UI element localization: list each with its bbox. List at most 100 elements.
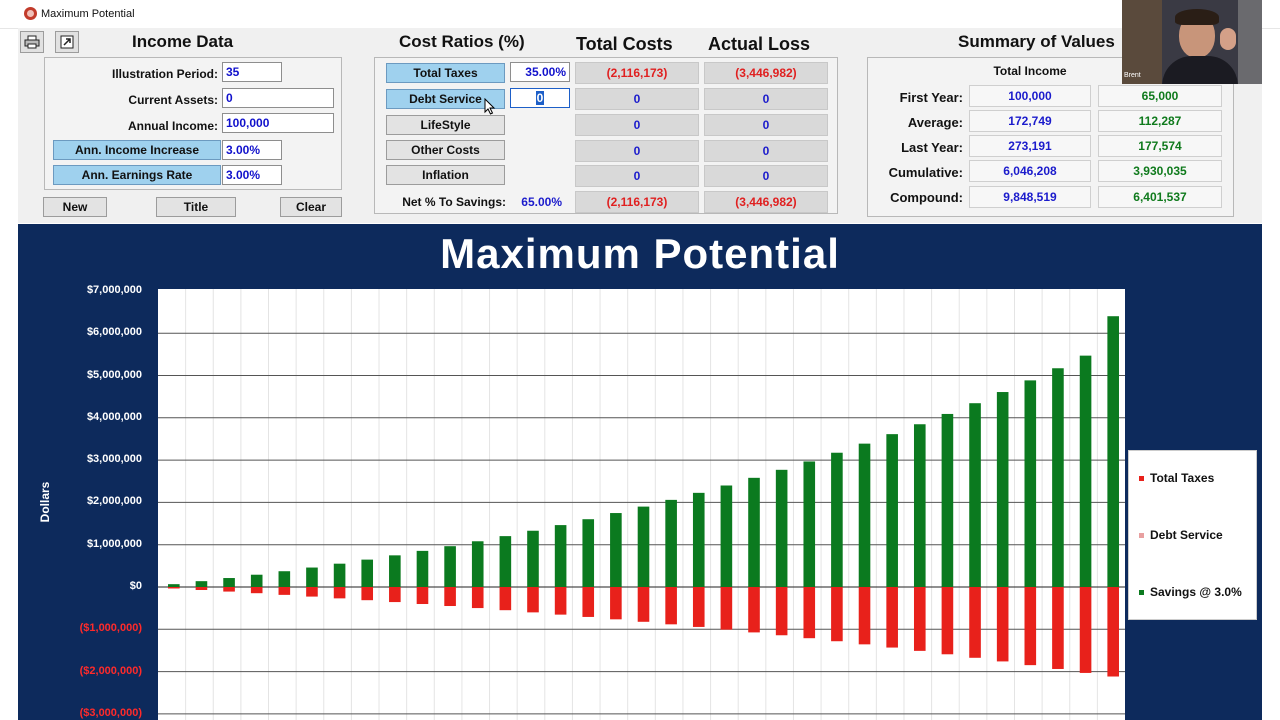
bar-taxes — [527, 587, 539, 613]
total-taxes-total-cost: (2,116,173) — [575, 62, 699, 84]
average-income: 172,749 — [969, 110, 1091, 132]
bar-savings — [831, 452, 843, 587]
bar-taxes — [886, 587, 898, 648]
y-tick-label: $7,000,000 — [86, 283, 142, 296]
debt-service-pct-input[interactable]: 0 — [510, 88, 570, 108]
net-to-savings-pct: 65.00% — [521, 195, 562, 209]
total-taxes-button[interactable]: Total Taxes — [386, 63, 505, 83]
net-actual-loss: (3,446,982) — [704, 191, 828, 213]
bar-savings — [803, 461, 816, 587]
chart-title: Maximum Potential — [440, 230, 840, 277]
new-button[interactable]: New — [43, 197, 107, 217]
average-label: Average: — [907, 115, 963, 130]
y-tick-label: $3,000,000 — [86, 453, 142, 466]
bar-savings — [278, 571, 291, 587]
ann-earnings-rate-input[interactable]: 3.00% — [222, 165, 282, 185]
clear-button[interactable]: Clear — [280, 197, 342, 217]
legend-swatch-debt — [1139, 533, 1144, 539]
inflation-button[interactable]: Inflation — [386, 165, 505, 185]
bar-taxes — [416, 587, 429, 605]
bar-taxes — [1107, 587, 1119, 677]
income-data-heading: Income Data — [132, 32, 234, 51]
bar-savings — [886, 434, 898, 587]
bar-savings — [858, 443, 871, 587]
bar-taxes — [665, 587, 677, 625]
y-tick-label: ($1,000,000) — [79, 622, 142, 635]
bar-taxes — [913, 587, 926, 651]
bar-savings — [195, 581, 208, 587]
bar-taxes — [471, 587, 484, 609]
title-button[interactable]: Title — [156, 197, 236, 217]
bar-savings — [361, 559, 374, 587]
ann-income-increase-button[interactable]: Ann. Income Increase — [53, 140, 221, 160]
debt-service-button[interactable]: Debt Service — [386, 89, 505, 109]
ann-income-increase-input[interactable]: 3.00% — [222, 140, 282, 160]
annual-income-input[interactable]: 100,000 — [222, 113, 334, 133]
total-taxes-pct-input[interactable]: 35.00% — [510, 62, 570, 82]
other-costs-total-cost: 0 — [575, 140, 699, 162]
bar-savings — [610, 513, 622, 587]
presenter-hair — [1175, 9, 1219, 25]
inflation-actual-loss: 0 — [704, 165, 828, 187]
legend-label-savings: Savings @ 3.0% — [1150, 585, 1242, 599]
export-button[interactable] — [55, 31, 79, 53]
bar-savings — [333, 563, 346, 587]
y-tick-label: $5,000,000 — [86, 368, 142, 381]
legend-label-taxes: Total Taxes — [1150, 471, 1215, 485]
bar-taxes — [168, 587, 180, 589]
net-total-cost: (2,116,173) — [575, 191, 699, 213]
lifestyle-button[interactable]: LifeStyle — [386, 115, 505, 135]
bar-taxes — [858, 587, 871, 645]
bar-savings — [1079, 355, 1092, 587]
debt-service-actual-loss: 0 — [704, 88, 828, 110]
cumulative-label: Cumulative: — [888, 165, 963, 180]
bar-taxes — [278, 587, 291, 595]
bar-savings — [1052, 368, 1064, 587]
bar-savings — [1107, 316, 1119, 587]
bar-savings — [692, 492, 705, 587]
bar-savings — [913, 424, 926, 587]
app-logo-icon — [24, 7, 37, 20]
bar-taxes — [969, 587, 981, 658]
other-costs-button[interactable]: Other Costs — [386, 140, 505, 160]
bar-taxes — [444, 587, 456, 607]
bar-savings — [637, 506, 650, 587]
legend-swatch-savings — [1139, 590, 1144, 596]
bar-savings — [775, 469, 788, 587]
cost-ratios-heading: Cost Ratios (%) — [399, 32, 525, 51]
bar-savings — [168, 584, 180, 587]
bar-savings — [471, 541, 484, 587]
print-button[interactable] — [20, 31, 44, 53]
bar-taxes — [637, 587, 650, 622]
bar-taxes — [1079, 587, 1092, 673]
illustration-period-input[interactable]: 35 — [222, 62, 282, 82]
bar-taxes — [610, 587, 622, 620]
ann-earnings-rate-button[interactable]: Ann. Earnings Rate — [53, 165, 221, 185]
export-image-icon — [60, 35, 74, 49]
y-tick-label: $4,000,000 — [86, 410, 142, 423]
bar-taxes — [748, 587, 760, 633]
compound-net: 6,401,537 — [1098, 186, 1222, 208]
bar-taxes — [1052, 587, 1064, 669]
current-assets-input[interactable]: 0 — [222, 88, 334, 108]
window-title: Maximum Potential — [41, 8, 135, 20]
lifestyle-actual-loss: 0 — [704, 114, 828, 136]
first-year-income: 100,000 — [969, 85, 1091, 107]
title-bar: Maximum Potential — [0, 0, 1280, 29]
other-costs-actual-loss: 0 — [704, 140, 828, 162]
debt-service-total-cost: 0 — [575, 88, 699, 110]
y-tick-label: ($2,000,000) — [79, 664, 142, 677]
printer-icon — [24, 35, 40, 49]
bar-savings — [223, 578, 235, 587]
lifestyle-total-cost: 0 — [575, 114, 699, 136]
average-net: 112,287 — [1098, 110, 1222, 132]
bar-savings — [250, 574, 263, 587]
bar-savings — [306, 567, 318, 587]
y-tick-label: ($3,000,000) — [79, 706, 142, 719]
total-taxes-actual-loss: (3,446,982) — [704, 62, 828, 84]
bar-savings — [444, 546, 456, 587]
bar-savings — [748, 477, 760, 587]
bar-savings — [527, 530, 539, 587]
webcam-overlay: Brent — [1122, 0, 1262, 84]
bar-savings — [665, 499, 677, 587]
